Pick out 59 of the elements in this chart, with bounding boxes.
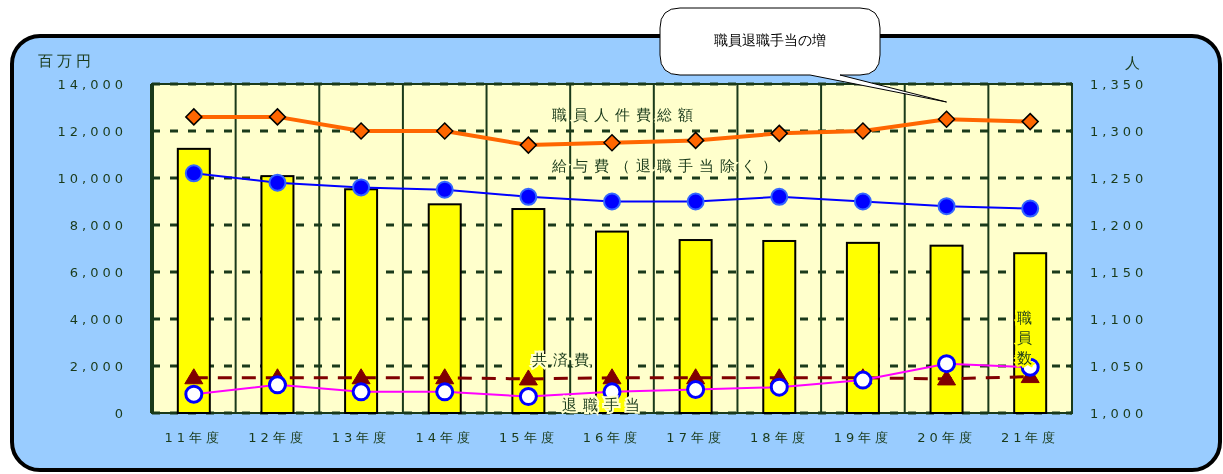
point [518,369,538,386]
x-tick-label: 18年度 [750,430,809,445]
y2-tick-label: 1,050 [1090,359,1148,374]
x-tick-label: 15年度 [499,430,558,445]
y2-tick-label: 1,200 [1090,218,1148,233]
y2-tick-label: 1,150 [1090,265,1148,280]
y-tick-label: 2,000 [69,359,127,374]
y2-tick-label: 1,250 [1090,171,1148,186]
y-tick-label: 10,000 [57,171,127,186]
y2-tick-label: 1,300 [1090,124,1148,139]
point [435,180,454,199]
y-tick-label: 14,000 [57,77,127,92]
point [519,187,538,206]
point [1021,199,1040,218]
x-tick-label: 12年度 [248,430,307,445]
x-tick-label: 14年度 [415,430,474,445]
point [352,122,370,140]
x-tick-label: 19年度 [833,430,893,445]
x-tick-label: 17年度 [666,430,725,445]
point [184,368,204,385]
series-label: 職員人件費総額 [552,106,699,125]
x-tick-label: 16年度 [582,430,642,445]
y-tick-label: 12,000 [57,124,127,139]
y-tick-label: 0 [114,406,127,421]
point [184,164,203,183]
point [185,108,203,126]
point [686,192,705,211]
point [519,136,538,154]
point [435,122,454,140]
y2-tick-label: 1,100 [1090,312,1148,327]
x-tick-label: 21年度 [1000,430,1060,445]
point [351,368,371,385]
y2-tick-label: 1,000 [1090,406,1148,421]
y-tick-label: 6,000 [69,265,127,280]
point [1021,112,1039,131]
y-tick-label: 4,000 [69,312,127,327]
point [937,110,956,128]
series-label: 給与費（退職手当除く） [551,156,783,175]
x-tick-label: 20年度 [917,430,976,445]
point [603,192,621,211]
point [268,173,287,192]
point [770,187,789,206]
point [352,178,371,197]
point [435,368,455,385]
y-tick-label: 8,000 [69,218,127,233]
point [770,124,789,143]
y2-tick-label: 1,350 [1090,77,1148,92]
point [853,192,872,211]
point [854,122,872,140]
x-tick-label: 11年度 [164,430,224,445]
point [268,108,287,126]
x-tick-label: 13年度 [331,430,391,445]
point [686,131,705,150]
y2-axis-title: 人 [1124,54,1140,72]
point [602,368,622,385]
text: 職員退職手当の増 [714,32,826,48]
point [937,197,956,216]
y-axis-title: 百万円 [38,52,95,70]
point [603,134,621,152]
